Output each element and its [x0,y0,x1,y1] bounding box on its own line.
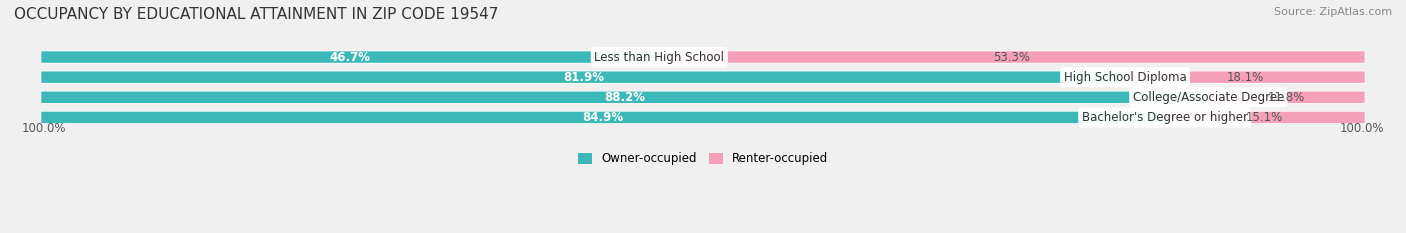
Text: 18.1%: 18.1% [1226,71,1264,84]
FancyBboxPatch shape [41,112,1166,123]
FancyBboxPatch shape [41,92,1209,103]
FancyBboxPatch shape [41,72,1365,83]
Text: 15.1%: 15.1% [1246,111,1284,124]
Text: High School Diploma: High School Diploma [1064,71,1187,84]
FancyBboxPatch shape [41,51,659,63]
FancyBboxPatch shape [41,72,1125,83]
FancyBboxPatch shape [41,51,1365,63]
Text: Source: ZipAtlas.com: Source: ZipAtlas.com [1274,7,1392,17]
Legend: Owner-occupied, Renter-occupied: Owner-occupied, Renter-occupied [578,152,828,165]
Text: 100.0%: 100.0% [1340,122,1385,135]
FancyBboxPatch shape [1164,112,1365,123]
Text: College/Associate Degree: College/Associate Degree [1133,91,1284,104]
Text: 11.8%: 11.8% [1268,91,1305,104]
Text: 53.3%: 53.3% [994,51,1031,64]
Text: 88.2%: 88.2% [605,91,645,104]
FancyBboxPatch shape [1125,72,1365,83]
FancyBboxPatch shape [41,112,1365,123]
Text: 100.0%: 100.0% [21,122,66,135]
Text: 81.9%: 81.9% [562,71,603,84]
Text: Bachelor's Degree or higher: Bachelor's Degree or higher [1081,111,1247,124]
FancyBboxPatch shape [41,92,1365,103]
Text: 84.9%: 84.9% [582,111,624,124]
FancyBboxPatch shape [1208,92,1365,103]
FancyBboxPatch shape [659,51,1365,63]
Text: 46.7%: 46.7% [330,51,371,64]
Text: OCCUPANCY BY EDUCATIONAL ATTAINMENT IN ZIP CODE 19547: OCCUPANCY BY EDUCATIONAL ATTAINMENT IN Z… [14,7,499,22]
Text: Less than High School: Less than High School [595,51,724,64]
